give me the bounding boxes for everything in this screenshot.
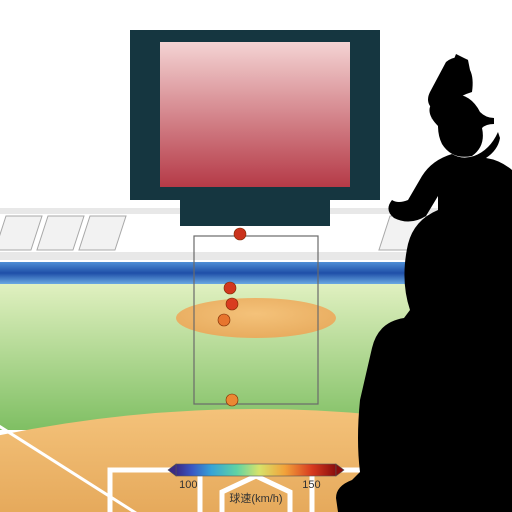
- colorbar-tick: 100: [179, 479, 197, 491]
- pitch-point: [218, 314, 230, 326]
- pitch-point: [224, 282, 236, 294]
- pitch-point: [226, 298, 238, 310]
- pitch-point: [234, 228, 246, 240]
- colorbar-tick: 150: [302, 479, 320, 491]
- pitchers-mound: [176, 298, 336, 338]
- pitch-point: [226, 394, 238, 406]
- pitch-location-chart: 100 150 球速(km/h): [0, 0, 512, 512]
- chart-svg: 100 150 球速(km/h): [0, 0, 512, 512]
- colorbar-label: 球速(km/h): [229, 491, 282, 505]
- scoreboard: [130, 30, 380, 226]
